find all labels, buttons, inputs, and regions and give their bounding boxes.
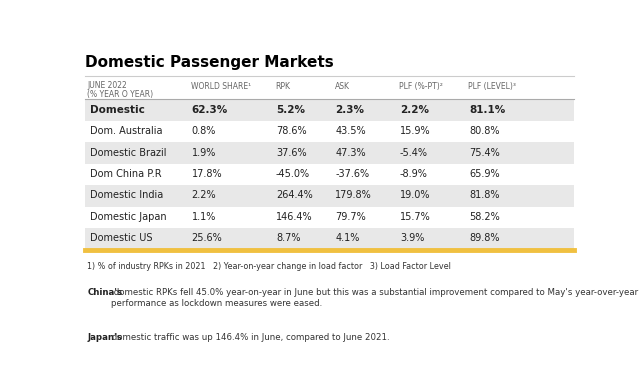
Text: domestic traffic was up 146.4% in June, compared to June 2021.: domestic traffic was up 146.4% in June, … xyxy=(109,333,389,342)
Text: 89.8%: 89.8% xyxy=(469,233,500,243)
Text: 65.9%: 65.9% xyxy=(469,169,500,179)
Text: 0.8%: 0.8% xyxy=(191,126,216,136)
Text: Domestic Japan: Domestic Japan xyxy=(90,212,166,222)
Text: Domestic Brazil: Domestic Brazil xyxy=(90,147,166,158)
Text: 37.6%: 37.6% xyxy=(276,147,307,158)
Text: Domestic Passenger Markets: Domestic Passenger Markets xyxy=(85,55,333,70)
Text: 179.8%: 179.8% xyxy=(335,190,372,200)
Text: 2.2%: 2.2% xyxy=(191,190,216,200)
Text: (% YEAR O YEAR): (% YEAR O YEAR) xyxy=(88,90,154,99)
Text: 4.1%: 4.1% xyxy=(335,233,360,243)
Text: 3.9%: 3.9% xyxy=(400,233,424,243)
Text: 1.9%: 1.9% xyxy=(191,147,216,158)
Bar xyxy=(85,207,573,228)
Text: Dom. Australia: Dom. Australia xyxy=(90,126,163,136)
Text: 62.3%: 62.3% xyxy=(191,104,228,115)
Text: 47.3%: 47.3% xyxy=(335,147,366,158)
Text: 15.7%: 15.7% xyxy=(400,212,431,222)
Text: 264.4%: 264.4% xyxy=(276,190,313,200)
Text: 81.8%: 81.8% xyxy=(469,190,500,200)
Text: -37.6%: -37.6% xyxy=(335,169,369,179)
Text: 1.1%: 1.1% xyxy=(191,212,216,222)
Text: WORLD SHARE¹: WORLD SHARE¹ xyxy=(191,82,251,91)
Bar xyxy=(85,142,573,164)
Text: 1) % of industry RPKs in 2021   2) Year-on-year change in load factor   3) Load : 1) % of industry RPKs in 2021 2) Year-on… xyxy=(88,262,451,271)
Text: China's: China's xyxy=(88,288,123,297)
Text: 2.2%: 2.2% xyxy=(400,104,429,115)
Text: RPK: RPK xyxy=(275,82,290,91)
Text: PLF (LEVEL)³: PLF (LEVEL)³ xyxy=(468,82,516,91)
Text: JUNE 2022: JUNE 2022 xyxy=(88,81,127,90)
Bar xyxy=(85,99,573,121)
Text: 79.7%: 79.7% xyxy=(335,212,366,222)
Bar xyxy=(85,185,573,207)
Bar xyxy=(85,121,573,142)
Text: Domestic US: Domestic US xyxy=(90,233,152,243)
Text: 58.2%: 58.2% xyxy=(469,212,500,222)
Text: 15.9%: 15.9% xyxy=(400,126,431,136)
Text: 19.0%: 19.0% xyxy=(400,190,431,200)
Text: Japan's: Japan's xyxy=(88,333,122,342)
Bar xyxy=(85,228,573,250)
Text: PLF (%-PT)²: PLF (%-PT)² xyxy=(399,82,443,91)
Text: -45.0%: -45.0% xyxy=(276,169,310,179)
Text: Dom China P.R: Dom China P.R xyxy=(90,169,161,179)
Text: 81.1%: 81.1% xyxy=(469,104,506,115)
Text: Domestic: Domestic xyxy=(90,104,145,115)
Text: ASK: ASK xyxy=(335,82,349,91)
Bar xyxy=(85,164,573,185)
Text: -5.4%: -5.4% xyxy=(400,147,428,158)
Text: 78.6%: 78.6% xyxy=(276,126,307,136)
Text: domestic RPKs fell 45.0% year-on-year in June but this was a substantial improve: domestic RPKs fell 45.0% year-on-year in… xyxy=(111,288,638,308)
Text: 8.7%: 8.7% xyxy=(276,233,300,243)
Text: 17.8%: 17.8% xyxy=(191,169,222,179)
Text: 146.4%: 146.4% xyxy=(276,212,312,222)
Text: 43.5%: 43.5% xyxy=(335,126,366,136)
Text: 25.6%: 25.6% xyxy=(191,233,222,243)
Text: 5.2%: 5.2% xyxy=(276,104,305,115)
Text: Domestic India: Domestic India xyxy=(90,190,163,200)
Text: 75.4%: 75.4% xyxy=(469,147,500,158)
Text: 2.3%: 2.3% xyxy=(335,104,364,115)
Text: 80.8%: 80.8% xyxy=(469,126,500,136)
Text: -8.9%: -8.9% xyxy=(400,169,428,179)
